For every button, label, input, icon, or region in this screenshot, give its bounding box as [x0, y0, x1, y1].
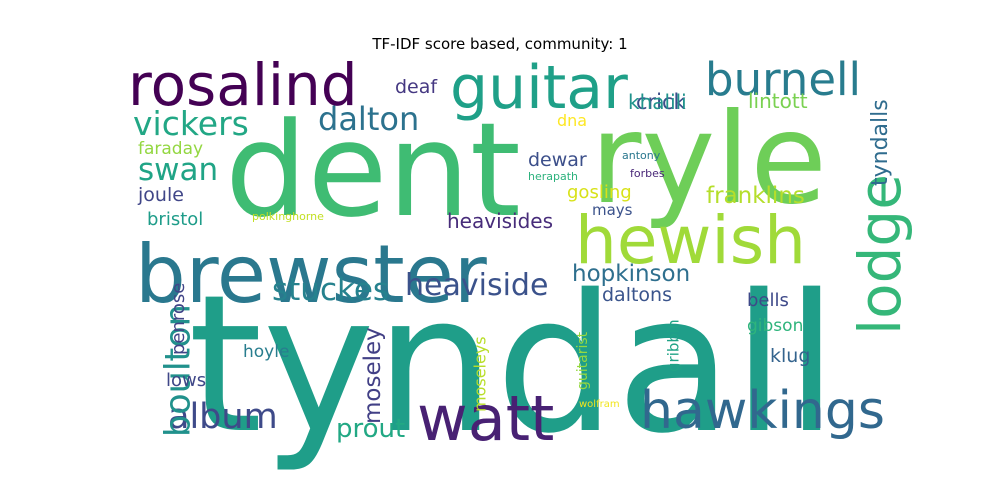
word-swan: swan: [138, 152, 218, 188]
word-wolfram: wolfram: [579, 399, 620, 410]
word-daltons: daltons: [602, 284, 672, 306]
word-gibson: gibson: [747, 316, 803, 336]
word-hoyle: hoyle: [243, 342, 289, 362]
word-moseley: moseley: [360, 327, 386, 424]
word-polkinghorne: polkinghorne: [252, 210, 324, 223]
word-antony: antony: [622, 149, 661, 162]
word-tyndall: tyndall: [188, 254, 838, 475]
word-lodge: lodge: [846, 174, 914, 335]
word-gribbin: gribbin: [665, 319, 683, 372]
word-mays: mays: [592, 201, 633, 219]
word-vickers: vickers: [133, 104, 249, 143]
word-dalton: dalton: [318, 100, 419, 138]
word-herapath: herapath: [528, 170, 578, 183]
word-heavisides: heavisides: [447, 209, 553, 233]
word-guitar: guitar: [450, 53, 628, 123]
word-burnell: burnell: [705, 53, 861, 106]
word-hawkings: hawkings: [640, 381, 885, 441]
word-franklins: franklins: [706, 183, 805, 209]
word-watt: watt: [417, 382, 554, 455]
word-forbes: forbes: [630, 167, 665, 180]
word-dna: dna: [557, 111, 587, 130]
word-album: album: [168, 397, 278, 437]
word-lows: lows: [166, 370, 206, 391]
word-faraday: faraday: [138, 139, 203, 159]
word-penrose: penrose: [168, 283, 189, 355]
word-boulton: boulton: [158, 304, 198, 437]
word-hewish: hewish: [575, 202, 806, 279]
word-gosling: gosling: [567, 182, 632, 203]
word-crick: crick: [636, 90, 687, 114]
word-ryle: ryle: [590, 87, 827, 232]
word-bristol: bristol: [147, 209, 203, 230]
word-moseleys: moseleys: [470, 336, 489, 412]
word-lintott: lintott: [748, 89, 808, 113]
word-heaviside: heaviside: [405, 268, 548, 303]
word-prout: prout: [336, 414, 405, 444]
word-rosalind: rosalind: [128, 51, 358, 119]
word-tyndalls: tyndalls: [868, 99, 893, 186]
word-guitarist: guitarist: [575, 331, 591, 390]
word-stuckes: stuckes: [272, 272, 389, 308]
chart-title: TF-IDF score based, community: 1: [372, 35, 628, 53]
word-klug: klug: [770, 345, 810, 367]
word-bells: bells: [747, 290, 789, 311]
word-joule: joule: [137, 184, 184, 206]
word-deaf: deaf: [395, 76, 438, 98]
word-dewar: dewar: [528, 149, 587, 171]
word-brewster: brewster: [135, 228, 487, 321]
word-hopkinson: hopkinson: [572, 261, 690, 287]
word-dent: dent: [225, 94, 521, 246]
word-khalili: khalili: [628, 90, 687, 114]
